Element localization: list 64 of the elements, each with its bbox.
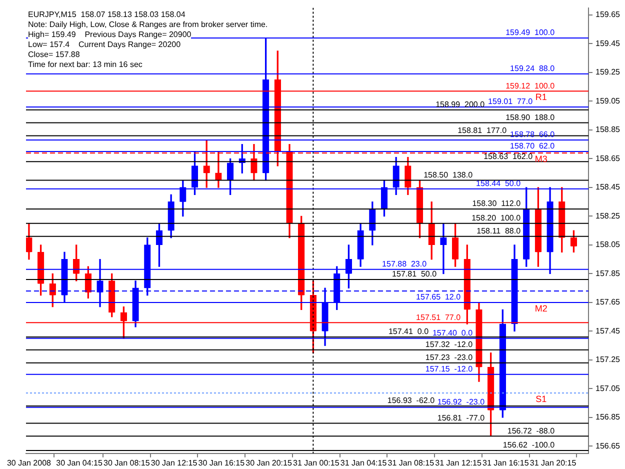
ref-line-label: 157.40 0.0: [432, 328, 474, 338]
annotation: R1: [535, 92, 547, 102]
ref-line-label: 156.81 -77.0: [437, 413, 486, 422]
ref-line-label: 158.63 162.0: [484, 152, 534, 161]
ref-line-label: 156.93 -62.0: [387, 396, 436, 406]
ref-line-label: 157.23 -23.0: [425, 353, 474, 362]
ref-line-label: 157.32 -12.0: [425, 340, 474, 350]
x-tick-label: 31 Jan 00:15: [293, 458, 340, 468]
ref-line-label: 158.81 177.0: [458, 126, 508, 135]
annotation: Low= 157.4 Current Days Range= 20200: [28, 40, 181, 50]
x-tick-label: 31 Jan 16:15: [482, 458, 530, 468]
ref-line-label: 157.41 0.0: [388, 327, 430, 336]
ref-line-label: 157.88 23.0: [382, 260, 428, 269]
x-tick-label: 30 Jan 04:15: [56, 458, 103, 468]
x-tick-label: 31 Jan 04:15: [340, 458, 388, 468]
ref-line-label: 157.65 12.0: [416, 292, 462, 302]
annotation: M2: [534, 303, 548, 314]
ref-line-label: 159.49 100.0: [506, 28, 556, 38]
y-tick-label: 157.65: [596, 298, 621, 307]
ref-line-label: 156.62 -100.0: [502, 440, 556, 450]
x-tick-label: 30 Jan 20:15: [246, 458, 292, 468]
ref-line-label: 159.24 88.0: [510, 64, 556, 74]
y-tick-label: 159.65: [596, 10, 621, 20]
y-tick-label: 158.05: [596, 240, 621, 250]
y-tick-label: 158.85: [596, 125, 621, 134]
y-tick-label: 158.65: [596, 154, 621, 163]
y-tick-label: 159.05: [596, 96, 621, 106]
x-tick-label: 30 Jan 16:15: [198, 458, 246, 468]
ref-line-label: 156.92 -23.0: [437, 398, 486, 407]
y-tick-label: 157.85: [596, 268, 621, 278]
x-tick-label: 31 Jan 12:15: [435, 458, 482, 468]
ref-line-label: 158.44 50.0: [476, 179, 522, 188]
ref-line-label: 157.81 50.0: [392, 270, 438, 279]
y-tick-label: 157.25: [596, 355, 621, 364]
y-tick-label: 157.05: [596, 384, 621, 393]
y-tick-label: 159.45: [596, 38, 621, 48]
ref-line-label: 158.30 112.0: [472, 199, 522, 208]
ref-line-label: 156.72 -88.0: [507, 426, 556, 436]
ref-line-label: 158.70 62.0: [510, 142, 556, 151]
y-tick-label: 156.65: [596, 441, 621, 450]
ref-line-label: 159.12 100.0: [506, 81, 556, 90]
annotation: Time for next bar: 13 min 16 sec: [28, 60, 142, 70]
y-tick-label: 157.45: [596, 326, 621, 336]
chart-title: EURJPY,M15 158.07 158.13 158.03 158.04: [28, 10, 186, 20]
ref-line-label: 157.51 77.0: [416, 312, 462, 322]
ref-line-label: 157.15 -12.0: [425, 364, 474, 374]
annotation: Note: Daily High, Low, Close & Ranges are from broker server time.: [28, 20, 268, 30]
x-tick-label: 30 Jan 2008: [6, 458, 52, 468]
annotation: High= 159.49 Previous Days Range= 20900: [28, 30, 192, 40]
x-tick-label: 30 Jan 12:15: [150, 458, 198, 468]
y-tick-label: 158.25: [596, 211, 621, 220]
ref-line-label: 158.90 188.0: [506, 112, 556, 122]
y-tick-label: 158.45: [596, 182, 621, 192]
ref-line-label: 159.01 77.0: [488, 97, 534, 106]
ref-line-label: 158.20 100.0: [472, 214, 522, 223]
x-tick-label: 31 Jan 20:15: [530, 458, 577, 468]
annotation: Close= 157.88: [28, 50, 80, 60]
y-tick-label: 159.25: [596, 68, 621, 77]
ref-line-label: 158.11 88.0: [476, 226, 522, 236]
x-tick-label: 30 Jan 08:15: [104, 458, 150, 468]
x-tick-label: 31 Jan 08:15: [388, 458, 435, 468]
ref-line-label: 158.50 138.0: [424, 170, 474, 180]
annotation: S1: [536, 394, 547, 404]
y-tick-label: 156.85: [596, 412, 621, 422]
